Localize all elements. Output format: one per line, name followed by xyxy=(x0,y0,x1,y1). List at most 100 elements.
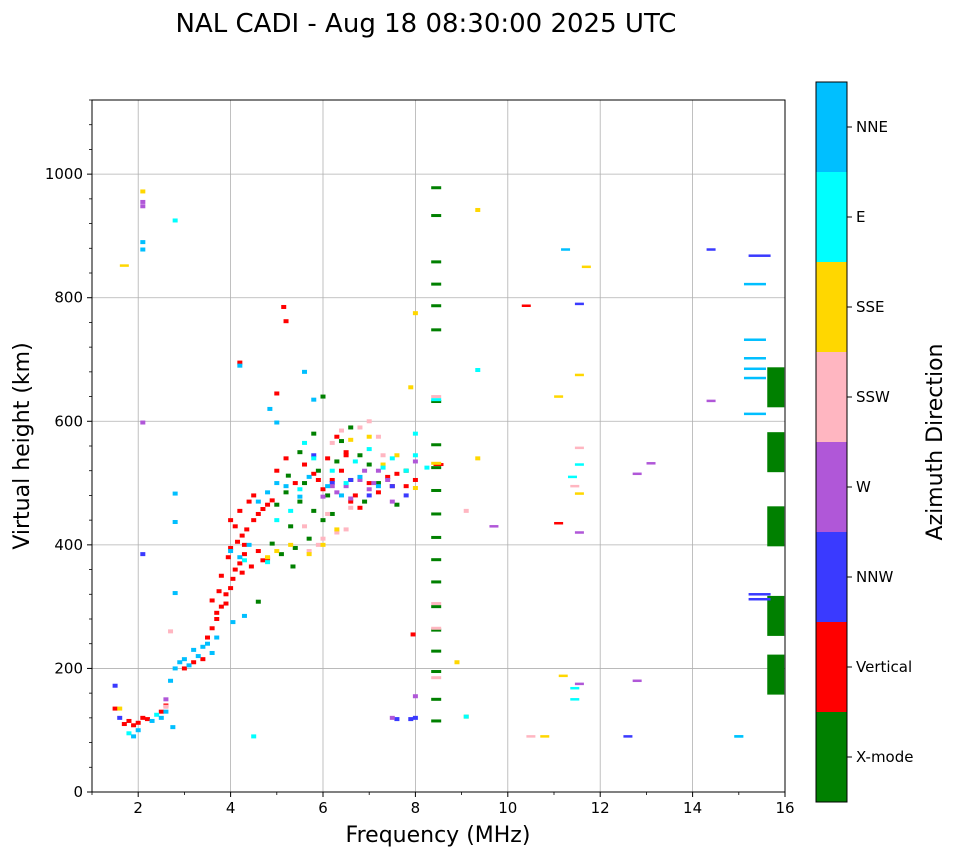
data-point xyxy=(408,385,414,390)
data-point xyxy=(343,453,349,458)
data-point xyxy=(168,678,174,683)
data-point xyxy=(186,663,192,668)
colorbar-tick-label: NNW xyxy=(856,568,893,586)
data-point xyxy=(431,186,442,190)
data-point xyxy=(338,428,344,433)
data-point xyxy=(389,499,395,504)
data-point xyxy=(385,477,391,482)
data-point xyxy=(743,367,766,371)
data-point xyxy=(131,723,137,728)
data-point xyxy=(255,511,261,516)
data-point xyxy=(403,493,409,498)
y-tick-label: 400 xyxy=(54,536,83,554)
data-point xyxy=(112,706,118,711)
data-point xyxy=(223,592,229,597)
data-point xyxy=(632,679,642,683)
colorbar-frame xyxy=(815,81,848,803)
data-point xyxy=(348,437,354,442)
data-point xyxy=(431,260,442,264)
data-point xyxy=(366,447,372,452)
data-point xyxy=(403,484,409,489)
data-point xyxy=(767,432,785,473)
data-point xyxy=(329,511,335,516)
data-point xyxy=(357,477,363,482)
data-point xyxy=(574,373,584,377)
y-tick-label: 1000 xyxy=(45,165,83,183)
data-point xyxy=(558,674,568,678)
series-w xyxy=(140,199,716,720)
data-point xyxy=(172,218,178,223)
data-point xyxy=(357,453,363,458)
data-point xyxy=(297,487,303,492)
data-point xyxy=(288,508,294,513)
x-tick-label: 10 xyxy=(498,799,517,817)
data-point xyxy=(306,552,312,557)
colorbar: X-mode Vertical NNW W SSW SSE E NNE xyxy=(815,81,913,803)
data-point xyxy=(149,718,155,723)
data-point xyxy=(255,549,261,554)
data-point xyxy=(454,660,460,665)
data-point xyxy=(329,484,335,489)
data-point xyxy=(767,506,785,547)
y-tick-label: 200 xyxy=(54,659,83,677)
y-axis-label: Virtual height (km) xyxy=(10,342,35,549)
data-point xyxy=(241,552,247,557)
data-point xyxy=(632,472,642,476)
data-point xyxy=(343,484,349,489)
colorbar-segment xyxy=(816,352,847,442)
data-point xyxy=(117,706,123,711)
data-point xyxy=(357,505,363,510)
colorbar-tick-label: SSW xyxy=(856,388,890,406)
data-point xyxy=(117,715,123,720)
data-point xyxy=(200,644,206,649)
data-point xyxy=(269,498,275,503)
data-point xyxy=(431,605,442,609)
data-point xyxy=(706,248,716,251)
data-point xyxy=(329,481,335,486)
data-point xyxy=(230,620,236,625)
data-point xyxy=(748,597,771,601)
data-point xyxy=(265,555,271,560)
data-point xyxy=(288,524,294,529)
data-point xyxy=(232,524,238,529)
series-x-mode xyxy=(255,186,785,723)
data-point xyxy=(135,728,141,733)
y-tick-label: 0 xyxy=(73,783,83,801)
data-point xyxy=(412,486,418,491)
data-point xyxy=(126,731,132,736)
y-tick-label: 600 xyxy=(54,412,83,430)
data-point xyxy=(325,456,331,461)
data-point xyxy=(209,650,215,655)
data-point xyxy=(265,560,271,565)
data-point xyxy=(375,490,381,495)
data-point xyxy=(274,468,280,473)
data-point xyxy=(366,481,372,486)
data-point xyxy=(412,477,418,482)
data-point xyxy=(244,527,250,532)
data-point xyxy=(574,531,584,534)
data-point xyxy=(325,484,331,489)
x-tick-label: 14 xyxy=(683,799,702,817)
data-point xyxy=(463,508,469,513)
colorbar-tick-label: Vertical xyxy=(856,658,912,676)
data-point xyxy=(306,549,312,554)
data-point xyxy=(431,512,442,516)
data-point xyxy=(260,558,266,563)
series-sse xyxy=(117,189,591,738)
data-point xyxy=(200,657,206,662)
data-point xyxy=(237,555,243,560)
data-point xyxy=(311,508,317,513)
data-point xyxy=(223,601,229,606)
data-point xyxy=(380,462,386,467)
data-point xyxy=(431,719,442,723)
data-point xyxy=(574,463,584,466)
data-point xyxy=(380,465,386,470)
data-point xyxy=(311,431,317,436)
data-point xyxy=(412,459,418,464)
x-tick-label: 8 xyxy=(411,799,421,817)
data-point xyxy=(177,660,183,665)
data-point xyxy=(302,369,308,374)
data-point xyxy=(362,499,368,504)
data-point xyxy=(163,704,169,709)
data-point xyxy=(121,722,127,727)
